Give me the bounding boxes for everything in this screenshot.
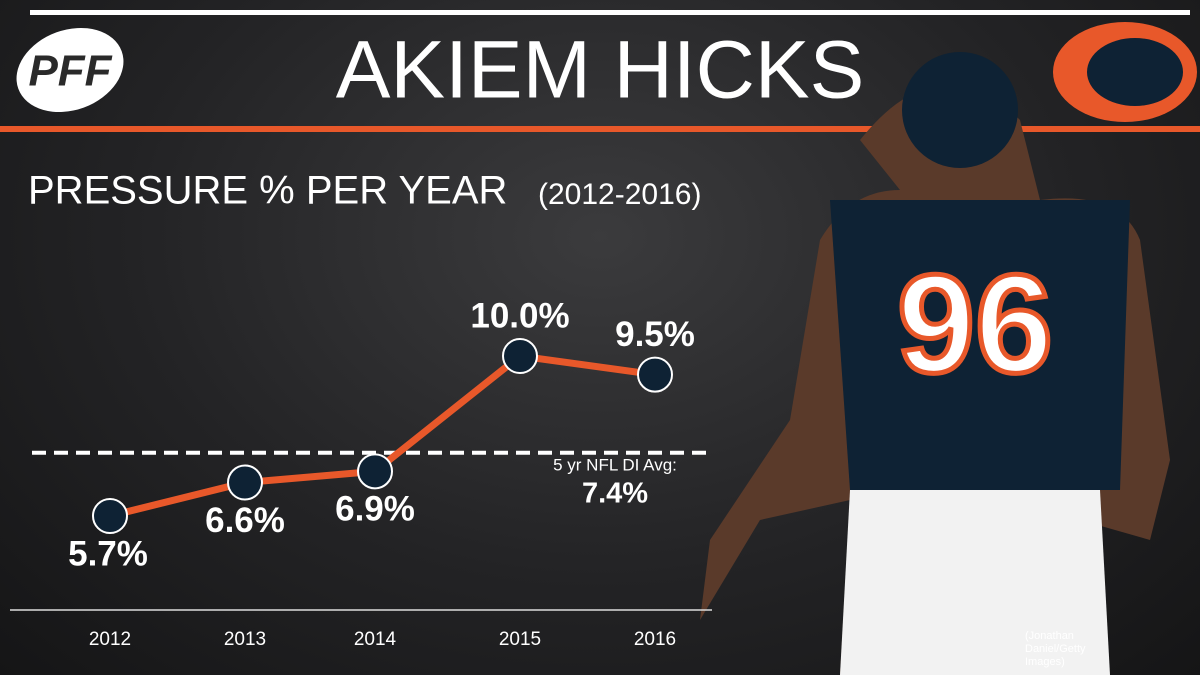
x-tick-label: 2015 xyxy=(499,629,541,650)
page-title: AKIEM HICKS xyxy=(336,25,865,116)
data-point xyxy=(637,356,673,393)
player-figure: 96 xyxy=(700,52,1170,675)
data-point xyxy=(502,338,538,374)
chart-title: PRESSURE % PER YEAR xyxy=(28,169,507,213)
chart-subtitle: (2012-2016) xyxy=(538,178,701,211)
header-rule xyxy=(0,126,1200,132)
jersey-number: 96 xyxy=(897,245,1053,402)
data-label: 6.9% xyxy=(335,490,415,529)
logo-ball xyxy=(16,27,124,113)
data-label: 10.0% xyxy=(470,296,569,335)
photo-credit: (Jonathan Daniel/Getty Images) xyxy=(1025,630,1086,668)
data-label: 6.6% xyxy=(205,501,285,540)
data-point xyxy=(92,498,128,534)
top-rule xyxy=(30,10,1190,15)
data-point xyxy=(357,453,393,490)
x-tick-label: 2016 xyxy=(634,629,676,650)
reference-label: 5 yr NFL DI Avg: xyxy=(553,455,677,474)
x-tick-label: 2013 xyxy=(224,629,266,650)
x-tick-label: 2012 xyxy=(89,629,131,650)
data-point xyxy=(227,464,263,501)
data-label: 5.7% xyxy=(68,534,148,573)
team-logo-inner xyxy=(1087,38,1183,106)
logo-text: PFF xyxy=(28,47,112,96)
x-tick-label: 2014 xyxy=(354,629,397,650)
data-label: 9.5% xyxy=(615,315,695,354)
reference-value-label: 7.4% xyxy=(582,478,648,510)
